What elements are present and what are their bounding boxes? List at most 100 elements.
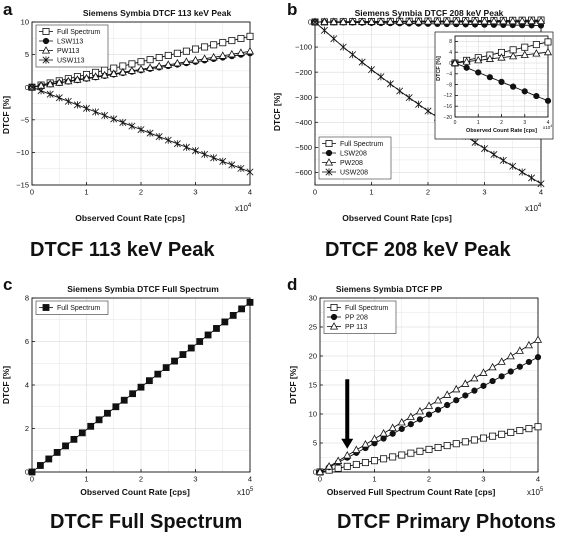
- data-point: [219, 157, 227, 165]
- data-point: [370, 457, 378, 465]
- legend-label: Full Spectrum: [57, 29, 100, 36]
- data-point: [405, 17, 414, 25]
- data-point: [46, 79, 55, 88]
- y-axis-label: DTCF [%]: [288, 366, 298, 404]
- data-point: [229, 311, 237, 319]
- data-point: [209, 52, 218, 61]
- data-point: [218, 51, 227, 59]
- data-point: [534, 354, 542, 361]
- data-point: [521, 88, 528, 95]
- data-point: [219, 39, 227, 47]
- chart-panel-b: b Siemens Symbia DTCF 208 keV Peak 0 1 2 3 4 −6…: [272, 0, 554, 261]
- data-point: [28, 468, 36, 476]
- data-point: [462, 392, 469, 399]
- panel-letter: b: [287, 0, 297, 19]
- y-tick-label: 25: [309, 323, 317, 332]
- data-point: [386, 17, 395, 25]
- data-point: [424, 107, 432, 115]
- y-tick-label: 4: [25, 381, 29, 390]
- x-tick-label: 3: [193, 188, 197, 197]
- data-point: [533, 335, 543, 343]
- legend-label: USW208: [340, 170, 368, 177]
- data-point: [237, 164, 245, 173]
- data-point: [320, 26, 328, 34]
- data-point: [110, 115, 118, 123]
- data-point: [485, 54, 494, 62]
- data-point: [112, 403, 120, 411]
- data-point: [192, 147, 199, 155]
- data-point: [361, 440, 370, 448]
- data-point: [395, 17, 404, 25]
- data-point: [36, 462, 44, 469]
- data-point: [379, 428, 388, 437]
- panel-caption: DTCF Primary Photons: [337, 511, 556, 533]
- data-point: [129, 390, 137, 398]
- x-tick-label: 3: [523, 120, 526, 126]
- chart-title: Siemens Symbia DTCF 113 keV Peak: [83, 8, 232, 18]
- data-point: [119, 118, 127, 127]
- x-axis-exponent: 4: [248, 203, 252, 209]
- data-point: [330, 35, 338, 43]
- data-point: [325, 462, 334, 470]
- y-tick-label: −16: [444, 104, 453, 110]
- legend: Full Spectrum: [35, 300, 109, 315]
- data-point: [155, 133, 163, 141]
- x-axis-multiplier: x105: [237, 487, 254, 497]
- data-point: [100, 70, 109, 79]
- data-point: [171, 357, 178, 365]
- data-point: [433, 17, 442, 25]
- data-point: [64, 97, 72, 105]
- y-tick-label: 0: [25, 83, 29, 92]
- data-point: [398, 425, 405, 433]
- y-tick-label: −12: [444, 93, 453, 99]
- legend-marker: [325, 168, 333, 176]
- data-point: [145, 377, 153, 385]
- y-axis-label: DTCF [%]: [272, 93, 282, 131]
- data-point: [339, 43, 347, 51]
- legend-marker: [329, 322, 339, 330]
- data-point: [95, 416, 103, 424]
- x-tick-label: 0: [454, 120, 457, 126]
- chart-title: Siemens Symbia DTCF PP: [336, 284, 443, 294]
- panel-caption: DTCF 113 keV Peak: [30, 239, 215, 261]
- data-point: [213, 325, 220, 332]
- legend-marker: [42, 304, 50, 311]
- annotation-arrow-head: [341, 438, 354, 449]
- data-point: [461, 379, 470, 387]
- data-point: [463, 64, 470, 71]
- data-point: [388, 423, 397, 431]
- data-point: [154, 370, 162, 378]
- y-tick-label: 2: [25, 424, 29, 433]
- data-point: [534, 423, 542, 431]
- data-point: [370, 434, 379, 442]
- data-point: [497, 357, 506, 365]
- x-tick-label: 4: [536, 475, 540, 484]
- legend-label: LSW113: [57, 39, 83, 46]
- data-point: [237, 34, 245, 42]
- data-point: [498, 78, 505, 85]
- data-point: [518, 16, 527, 25]
- data-point: [471, 138, 479, 146]
- data-point: [227, 49, 236, 58]
- data-point: [201, 43, 209, 51]
- y-tick-label: −300: [295, 93, 312, 102]
- x-tick-label: 2: [500, 120, 503, 126]
- x-tick-label: 1: [477, 120, 480, 126]
- data-point: [461, 438, 469, 446]
- data-point: [443, 442, 451, 450]
- data-point: [45, 455, 53, 463]
- data-point: [315, 467, 325, 476]
- data-point: [236, 48, 245, 56]
- data-point: [527, 16, 536, 25]
- data-point: [407, 421, 414, 428]
- data-point: [228, 37, 236, 45]
- x-axis-exponent: 5: [250, 487, 254, 493]
- data-point: [423, 17, 433, 25]
- data-point: [87, 422, 95, 430]
- data-point: [162, 364, 170, 371]
- data-point: [343, 451, 352, 459]
- data-point: [397, 417, 406, 426]
- data-point: [187, 344, 195, 352]
- x-tick-label: 4: [248, 188, 252, 197]
- data-point: [415, 100, 423, 108]
